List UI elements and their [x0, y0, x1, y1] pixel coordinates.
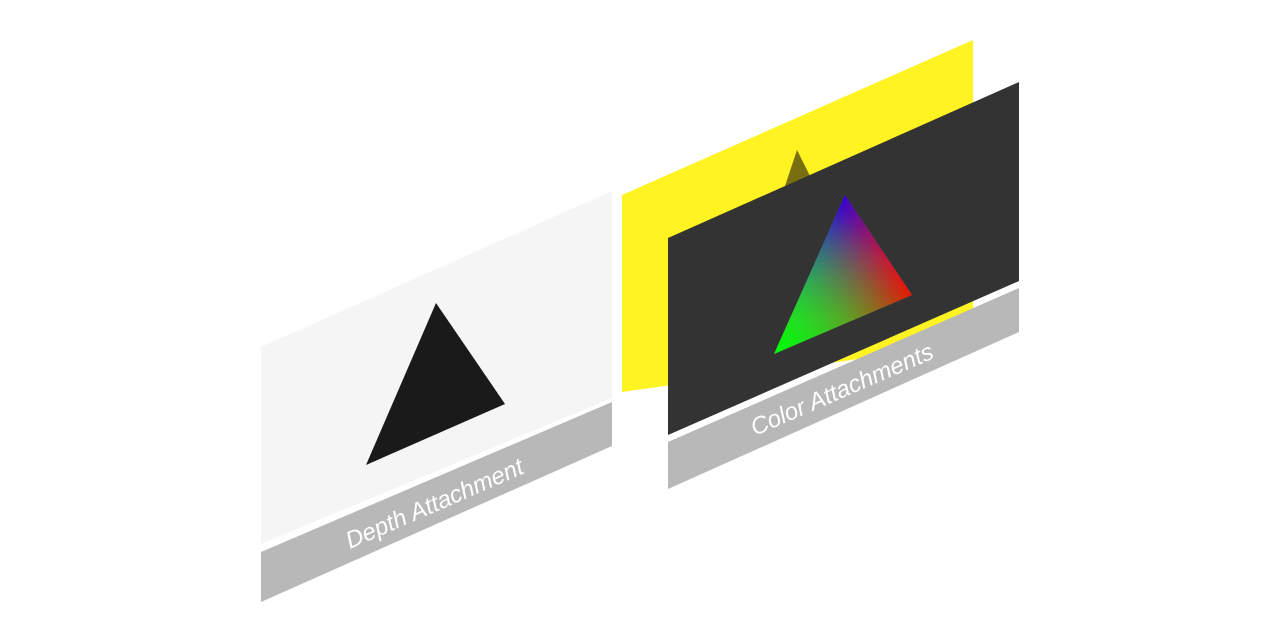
depth-triangle — [366, 303, 505, 465]
color-attachments-label-band — [668, 288, 1019, 489]
color-attachments: Color Attachments — [622, 40, 1019, 489]
gradient-triangle — [774, 195, 912, 354]
gradient-triangle-green — [774, 195, 912, 354]
depth-attachment-label-band — [261, 402, 612, 602]
depth-attachment: Depth Attachment — [261, 191, 612, 602]
